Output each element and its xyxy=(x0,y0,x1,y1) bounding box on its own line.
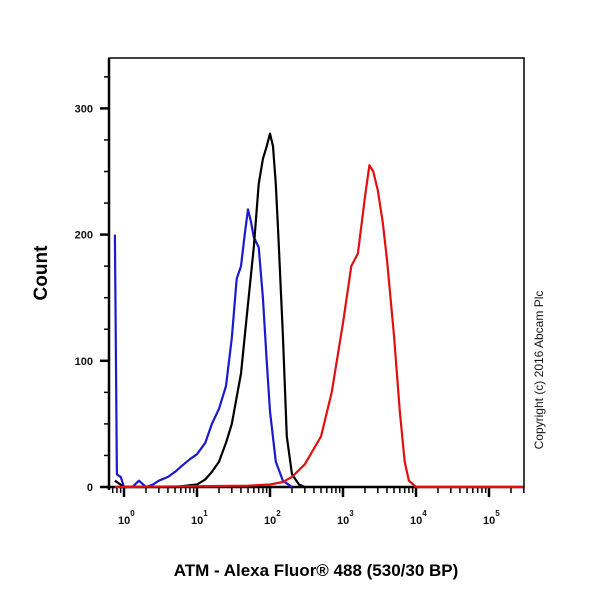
y-tick-label: 300 xyxy=(75,103,93,115)
blue-histogram-line xyxy=(113,208,293,489)
x-tick-label: 101 xyxy=(191,509,208,527)
x-tick-label: 103 xyxy=(337,509,354,527)
y-tick-label: 200 xyxy=(75,230,93,242)
black-histogram-line xyxy=(114,132,306,489)
histogram-series xyxy=(113,132,523,489)
copyright-notice: Copyright (c) 2016 Abcam Plc xyxy=(532,291,546,450)
x-axis-label: ATM - Alexa Fluor® 488 (530/30 BP) xyxy=(174,561,459,580)
y-tick-label: 100 xyxy=(75,356,93,368)
x-tick-label: 105 xyxy=(483,509,500,527)
plot-frame xyxy=(108,57,525,488)
red-histogram-line xyxy=(114,164,523,489)
y-axis-label: Count xyxy=(31,245,52,301)
y-tick-label: 0 xyxy=(87,482,93,494)
x-axis-ticks: 100 101 102 103 104 105 xyxy=(111,487,525,527)
x-tick-label: 104 xyxy=(410,509,427,527)
x-tick-label: 100 xyxy=(118,509,135,527)
y-axis-ticks: 0 100 200 300 xyxy=(75,76,109,494)
x-tick-label: 102 xyxy=(264,509,281,527)
